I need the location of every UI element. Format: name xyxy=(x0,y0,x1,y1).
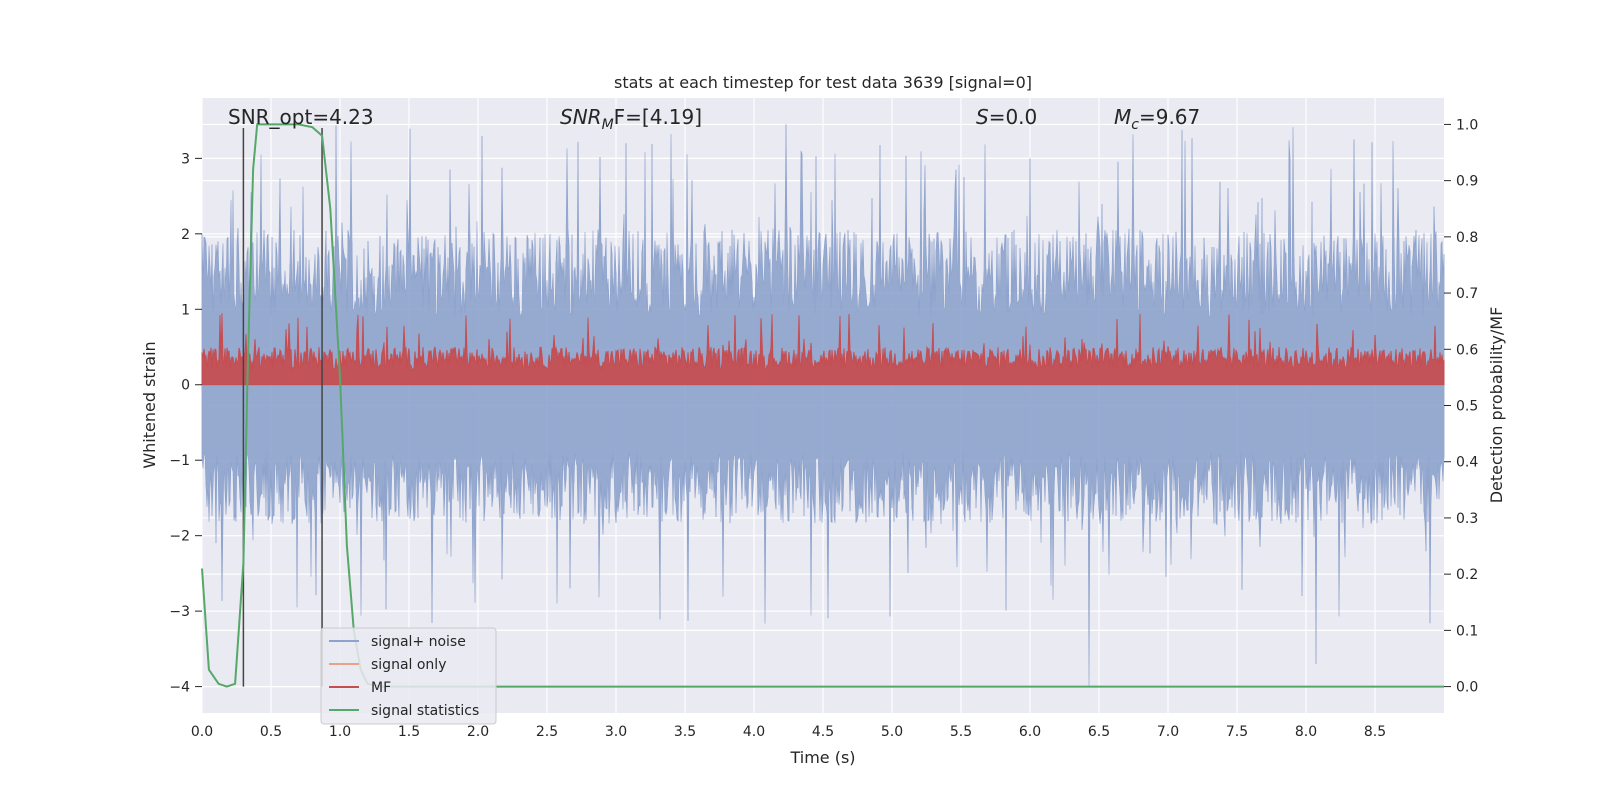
x-tick-label-14: 7.0 xyxy=(1157,724,1179,740)
x-tick-label-8: 4.0 xyxy=(743,724,765,740)
y2-tick-label-3: 0.3 xyxy=(1456,511,1478,527)
x-tick-label-3: 1.5 xyxy=(398,724,420,740)
mc-main: M xyxy=(1114,105,1131,129)
legend-label-signal-only: signal only xyxy=(371,657,446,673)
y2-tick-label-7: 0.7 xyxy=(1456,286,1478,302)
y-tick-label-0: −4 xyxy=(169,680,190,696)
chart-title: stats at each timestep for test data 363… xyxy=(614,73,1032,92)
x-tick-label-11: 5.5 xyxy=(950,724,972,740)
legend-label-signal-noise: signal+ noise xyxy=(371,634,466,650)
x-tick-label-4: 2.0 xyxy=(467,724,489,740)
snr-mf-annotation: SNRMF=[4.19] xyxy=(560,105,702,133)
mf-trace xyxy=(201,313,1445,386)
y-tick-label-5: 1 xyxy=(181,302,190,318)
legend-box xyxy=(320,627,497,725)
x-axis-label: Time (s) xyxy=(789,748,855,767)
x-tick-label-5: 2.5 xyxy=(536,724,558,740)
legend-label-mf: MF xyxy=(371,680,391,696)
y-tick-label-4: 0 xyxy=(181,378,190,394)
y-tick-label-7: 3 xyxy=(181,151,190,167)
legend-label-signal-statistics: signal statistics xyxy=(371,703,479,719)
x-tick-label-10: 5.0 xyxy=(881,724,903,740)
mc-annotation: Mc=9.67 xyxy=(1114,105,1200,133)
snr-mf-sub: M xyxy=(602,117,614,133)
x-ticks: 0.0 0.5 1.0 1.5 2.0 2.5 3.0 3.5 4.0 4.5 5.0 5.5 6.0 6… xyxy=(191,724,1386,740)
x-tick-label-13: 6.5 xyxy=(1088,724,1110,740)
y-tick-label-6: 2 xyxy=(181,227,190,243)
y2-tick-label-5: 0.5 xyxy=(1456,399,1478,415)
x-tick-label-17: 8.5 xyxy=(1364,724,1386,740)
snr-mf-main: SNR xyxy=(560,105,602,129)
x-tick-label-9: 4.5 xyxy=(812,724,834,740)
s-main: S xyxy=(976,105,989,129)
y2-tick-label-8: 0.8 xyxy=(1456,230,1478,246)
x-tick-label-15: 7.5 xyxy=(1226,724,1248,740)
y-tick-label-1: −3 xyxy=(169,604,190,620)
legend: signal+ noise signal only MF signal stat… xyxy=(320,627,497,725)
snr-mf-tail: F=[4.19] xyxy=(614,105,702,129)
s-tail: =0.0 xyxy=(989,105,1038,129)
x-tick-label-6: 3.0 xyxy=(605,724,627,740)
x-tick-label-2: 1.0 xyxy=(329,724,351,740)
y2-tick-label-1: 0.1 xyxy=(1456,623,1478,639)
mc-tail: =9.67 xyxy=(1139,105,1200,129)
y2-axis-label: Detection probability/MF xyxy=(1487,307,1506,504)
y-tick-label-2: −2 xyxy=(169,529,190,545)
y2-tick-label-6: 0.6 xyxy=(1456,342,1478,358)
y2-ticks: 0.0 0.1 0.2 0.3 0.4 0.5 0.6 0.7 0.8 0.9 1.0 xyxy=(1444,117,1478,696)
x-tick-label-16: 8.0 xyxy=(1295,724,1317,740)
y2-tick-label-2: 0.2 xyxy=(1456,567,1478,583)
x-tick-label-7: 3.5 xyxy=(674,724,696,740)
x-tick-label-12: 6.0 xyxy=(1019,724,1041,740)
mf-series xyxy=(201,313,1445,386)
y-axis-label: Whitened strain xyxy=(140,341,159,468)
s-annotation: S=0.0 xyxy=(976,105,1037,129)
x-tick-label-0: 0.0 xyxy=(191,724,213,740)
y2-tick-label-10: 1.0 xyxy=(1456,117,1478,133)
mc-sub: c xyxy=(1131,117,1139,133)
y2-tick-label-4: 0.4 xyxy=(1456,455,1478,471)
vlines xyxy=(242,128,323,687)
y-ticks: −4 −3 −2 −1 0 1 2 3 xyxy=(169,151,202,696)
y-tick-label-3: −1 xyxy=(169,453,190,469)
y2-tick-label-0: 0.0 xyxy=(1456,680,1478,696)
y2-tick-label-9: 0.9 xyxy=(1456,174,1478,190)
x-tick-label-1: 0.5 xyxy=(260,724,282,740)
snr-opt-annotation: SNR_opt=4.23 xyxy=(228,105,374,129)
